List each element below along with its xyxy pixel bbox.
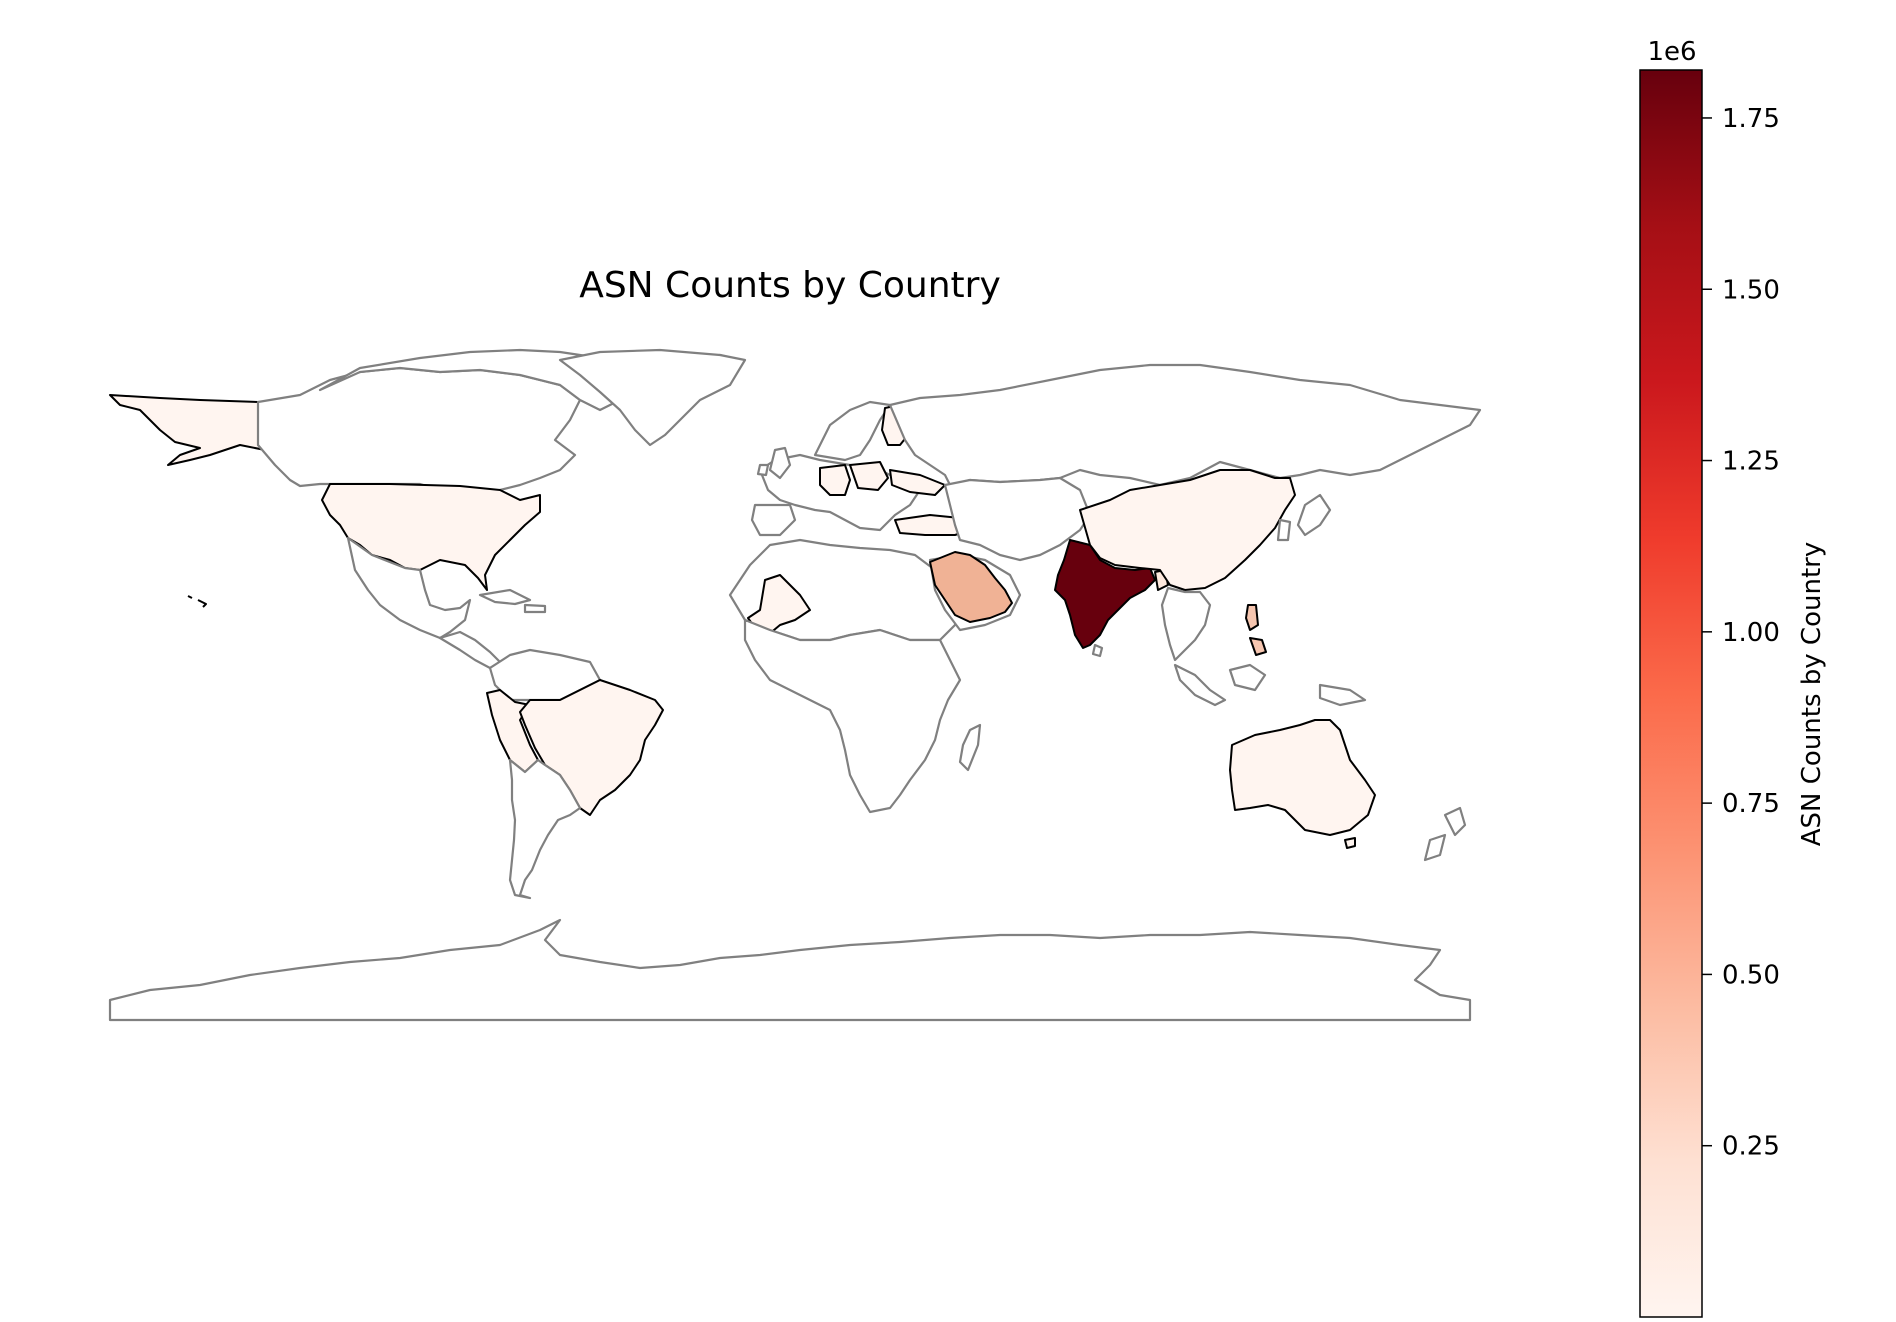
colorbar-tick-label: 0.75: [1722, 789, 1780, 819]
region-caribbean: [478, 588, 547, 614]
region-greenland: [558, 348, 747, 447]
country-india[interactable]: [1054, 539, 1156, 649]
country-china[interactable]: [1079, 469, 1296, 591]
region-tasmania: [1344, 837, 1356, 849]
region-eastern-europe-highlight: [889, 469, 946, 496]
region-central-asia: [943, 476, 1092, 562]
colorbar-tick-label: 1.25: [1722, 447, 1780, 477]
colorbar-tick-label: 1.75: [1722, 104, 1780, 134]
country-mexico: [346, 536, 472, 640]
country-mali[interactable]: [747, 574, 811, 636]
chart-title: ASN Counts by Country: [579, 265, 1001, 306]
country-usa[interactable]: [321, 483, 541, 591]
colorbar-tick-label: 0.50: [1722, 960, 1780, 990]
region-southeast-asia: [1160, 586, 1212, 662]
country-poland[interactable]: [849, 461, 889, 491]
region-british-isles: [756, 446, 792, 480]
country-saudi-arabia[interactable]: [929, 551, 1013, 623]
country-germany[interactable]: [819, 464, 851, 496]
country-antarctica: [108, 918, 1472, 1022]
country-australia[interactable]: [1229, 719, 1376, 836]
region-scandinavia: [813, 400, 892, 462]
region-madagascar: [958, 723, 982, 772]
region-southern-cone: [508, 758, 582, 900]
country-brazil[interactable]: [519, 679, 664, 816]
region-japan-korea: [1276, 493, 1332, 542]
colorbar: 1e6 0.25 0.50 0.75 1.00 1.25 1.50 1.75 ASN Cou…: [1639, 37, 1827, 1318]
colorbar-label: ASN Counts by Country: [1797, 542, 1827, 846]
region-hawaii: [187, 595, 207, 608]
region-sub-saharan-africa: [743, 618, 962, 814]
colorbar-tick-label: 1.00: [1722, 618, 1780, 648]
colorbar-tick-label: 0.25: [1722, 1132, 1780, 1162]
region-iberia: [750, 503, 797, 537]
colorbar-tick-label: 1.50: [1722, 275, 1780, 305]
world-map: [108, 348, 1482, 1022]
region-sri-lanka: [1091, 643, 1104, 658]
colorbar-ticks: 0.25 0.50 0.75 1.00 1.25 1.50 1.75: [1702, 104, 1780, 1162]
country-canada: [256, 366, 582, 500]
region-new-zealand: [1423, 806, 1467, 862]
region-russia: [888, 363, 1482, 487]
region-indonesia: [1173, 663, 1367, 707]
colorbar-multiplier: 1e6: [1647, 37, 1696, 67]
colorbar-gradient: [1639, 69, 1703, 1318]
country-philippines[interactable]: [1245, 604, 1267, 656]
region-central-america: [438, 630, 502, 670]
